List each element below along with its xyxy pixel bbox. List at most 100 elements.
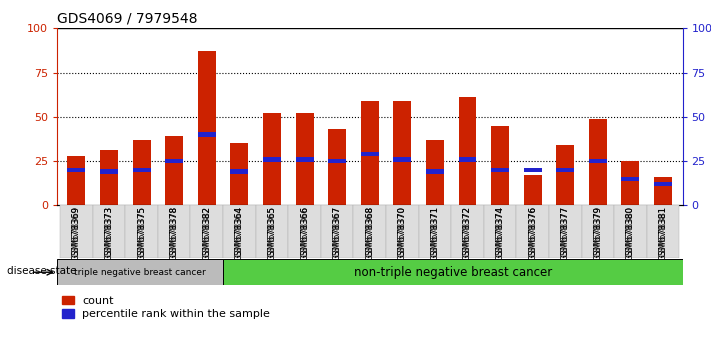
Bar	[256, 205, 288, 258]
Text: GSM678374: GSM678374	[496, 206, 505, 257]
Bar	[491, 126, 509, 205]
Text: GSM678367: GSM678367	[333, 206, 341, 257]
Bar	[549, 205, 582, 258]
Bar	[223, 205, 256, 258]
Bar	[483, 205, 516, 258]
Bar	[524, 168, 542, 172]
Bar	[647, 205, 679, 258]
Text: GSM678375: GSM678375	[137, 206, 146, 261]
Text: GSM678380: GSM678380	[626, 206, 635, 261]
Text: GSM678371: GSM678371	[430, 206, 439, 261]
Text: GSM678377: GSM678377	[561, 206, 570, 257]
Text: GSM678369: GSM678369	[72, 206, 81, 261]
Bar	[386, 205, 419, 258]
Bar	[582, 205, 614, 258]
Bar	[328, 159, 346, 163]
Bar	[426, 170, 444, 174]
Bar	[100, 170, 118, 174]
Bar	[68, 168, 85, 172]
Bar	[288, 205, 321, 258]
Text: GSM678376: GSM678376	[528, 206, 537, 261]
Text: GSM678370: GSM678370	[398, 206, 407, 257]
Bar	[60, 205, 92, 258]
Text: GSM678373: GSM678373	[105, 206, 114, 261]
Bar	[263, 157, 281, 161]
Text: GSM678372: GSM678372	[463, 206, 472, 261]
Text: GSM678366: GSM678366	[300, 206, 309, 261]
Bar	[621, 161, 639, 205]
Text: GSM678368: GSM678368	[365, 206, 374, 261]
Text: GSM678365: GSM678365	[267, 206, 277, 257]
Bar	[589, 119, 606, 205]
Bar	[419, 205, 451, 258]
Bar	[614, 205, 647, 258]
Bar	[198, 51, 215, 205]
Bar	[459, 157, 476, 161]
Bar	[191, 205, 223, 258]
Bar	[556, 168, 574, 172]
Text: GSM678375: GSM678375	[137, 206, 146, 257]
Text: non-triple negative breast cancer: non-triple negative breast cancer	[353, 266, 552, 279]
Text: GSM678377: GSM678377	[561, 206, 570, 261]
Bar	[459, 97, 476, 205]
Text: GSM678372: GSM678372	[463, 206, 472, 257]
Text: GSM678373: GSM678373	[105, 206, 114, 257]
Text: GSM678366: GSM678366	[300, 206, 309, 257]
Bar	[263, 113, 281, 205]
Text: GSM678378: GSM678378	[170, 206, 178, 257]
Bar	[328, 129, 346, 205]
Text: GDS4069 / 7979548: GDS4069 / 7979548	[57, 12, 198, 26]
Bar	[165, 159, 183, 163]
Text: GSM678371: GSM678371	[430, 206, 439, 257]
Text: GSM678367: GSM678367	[333, 206, 341, 261]
Bar	[223, 259, 683, 285]
Bar	[393, 157, 411, 161]
Bar	[360, 101, 379, 205]
Legend: count, percentile rank within the sample: count, percentile rank within the sample	[63, 296, 270, 319]
Bar	[158, 205, 191, 258]
Text: GSM678364: GSM678364	[235, 206, 244, 261]
Text: GSM678380: GSM678380	[626, 206, 635, 257]
Bar	[353, 205, 386, 258]
Bar	[68, 156, 85, 205]
Text: GSM678365: GSM678365	[267, 206, 277, 261]
Bar	[491, 168, 509, 172]
Bar	[165, 136, 183, 205]
Text: GSM678379: GSM678379	[594, 206, 602, 261]
Text: GSM678370: GSM678370	[398, 206, 407, 261]
Text: GSM678364: GSM678364	[235, 206, 244, 257]
Text: GSM678379: GSM678379	[594, 206, 602, 257]
Text: GSM678381: GSM678381	[658, 206, 668, 257]
Bar	[360, 152, 379, 156]
Bar	[321, 205, 353, 258]
Text: GSM678382: GSM678382	[203, 206, 211, 257]
Text: GSM678382: GSM678382	[203, 206, 211, 261]
Bar	[426, 140, 444, 205]
Text: disease state: disease state	[7, 266, 77, 276]
Text: GSM678369: GSM678369	[72, 206, 81, 257]
Text: GSM678368: GSM678368	[365, 206, 374, 257]
Bar	[92, 205, 125, 258]
Text: GSM678374: GSM678374	[496, 206, 505, 261]
Bar	[125, 205, 158, 258]
Bar	[654, 182, 672, 186]
Text: triple negative breast cancer: triple negative breast cancer	[74, 268, 206, 277]
Bar	[589, 159, 606, 163]
Text: GSM678376: GSM678376	[528, 206, 537, 257]
Bar	[524, 175, 542, 205]
Bar	[556, 145, 574, 205]
Bar	[133, 140, 151, 205]
Bar	[621, 177, 639, 181]
Text: GSM678381: GSM678381	[658, 206, 668, 261]
Bar	[230, 143, 248, 205]
Bar	[198, 132, 215, 137]
Bar	[57, 259, 223, 285]
Bar	[516, 205, 549, 258]
Bar	[296, 113, 314, 205]
Bar	[133, 168, 151, 172]
Bar	[451, 205, 483, 258]
Bar	[100, 150, 118, 205]
Bar	[230, 170, 248, 174]
Text: GSM678378: GSM678378	[170, 206, 178, 261]
Bar	[654, 177, 672, 205]
